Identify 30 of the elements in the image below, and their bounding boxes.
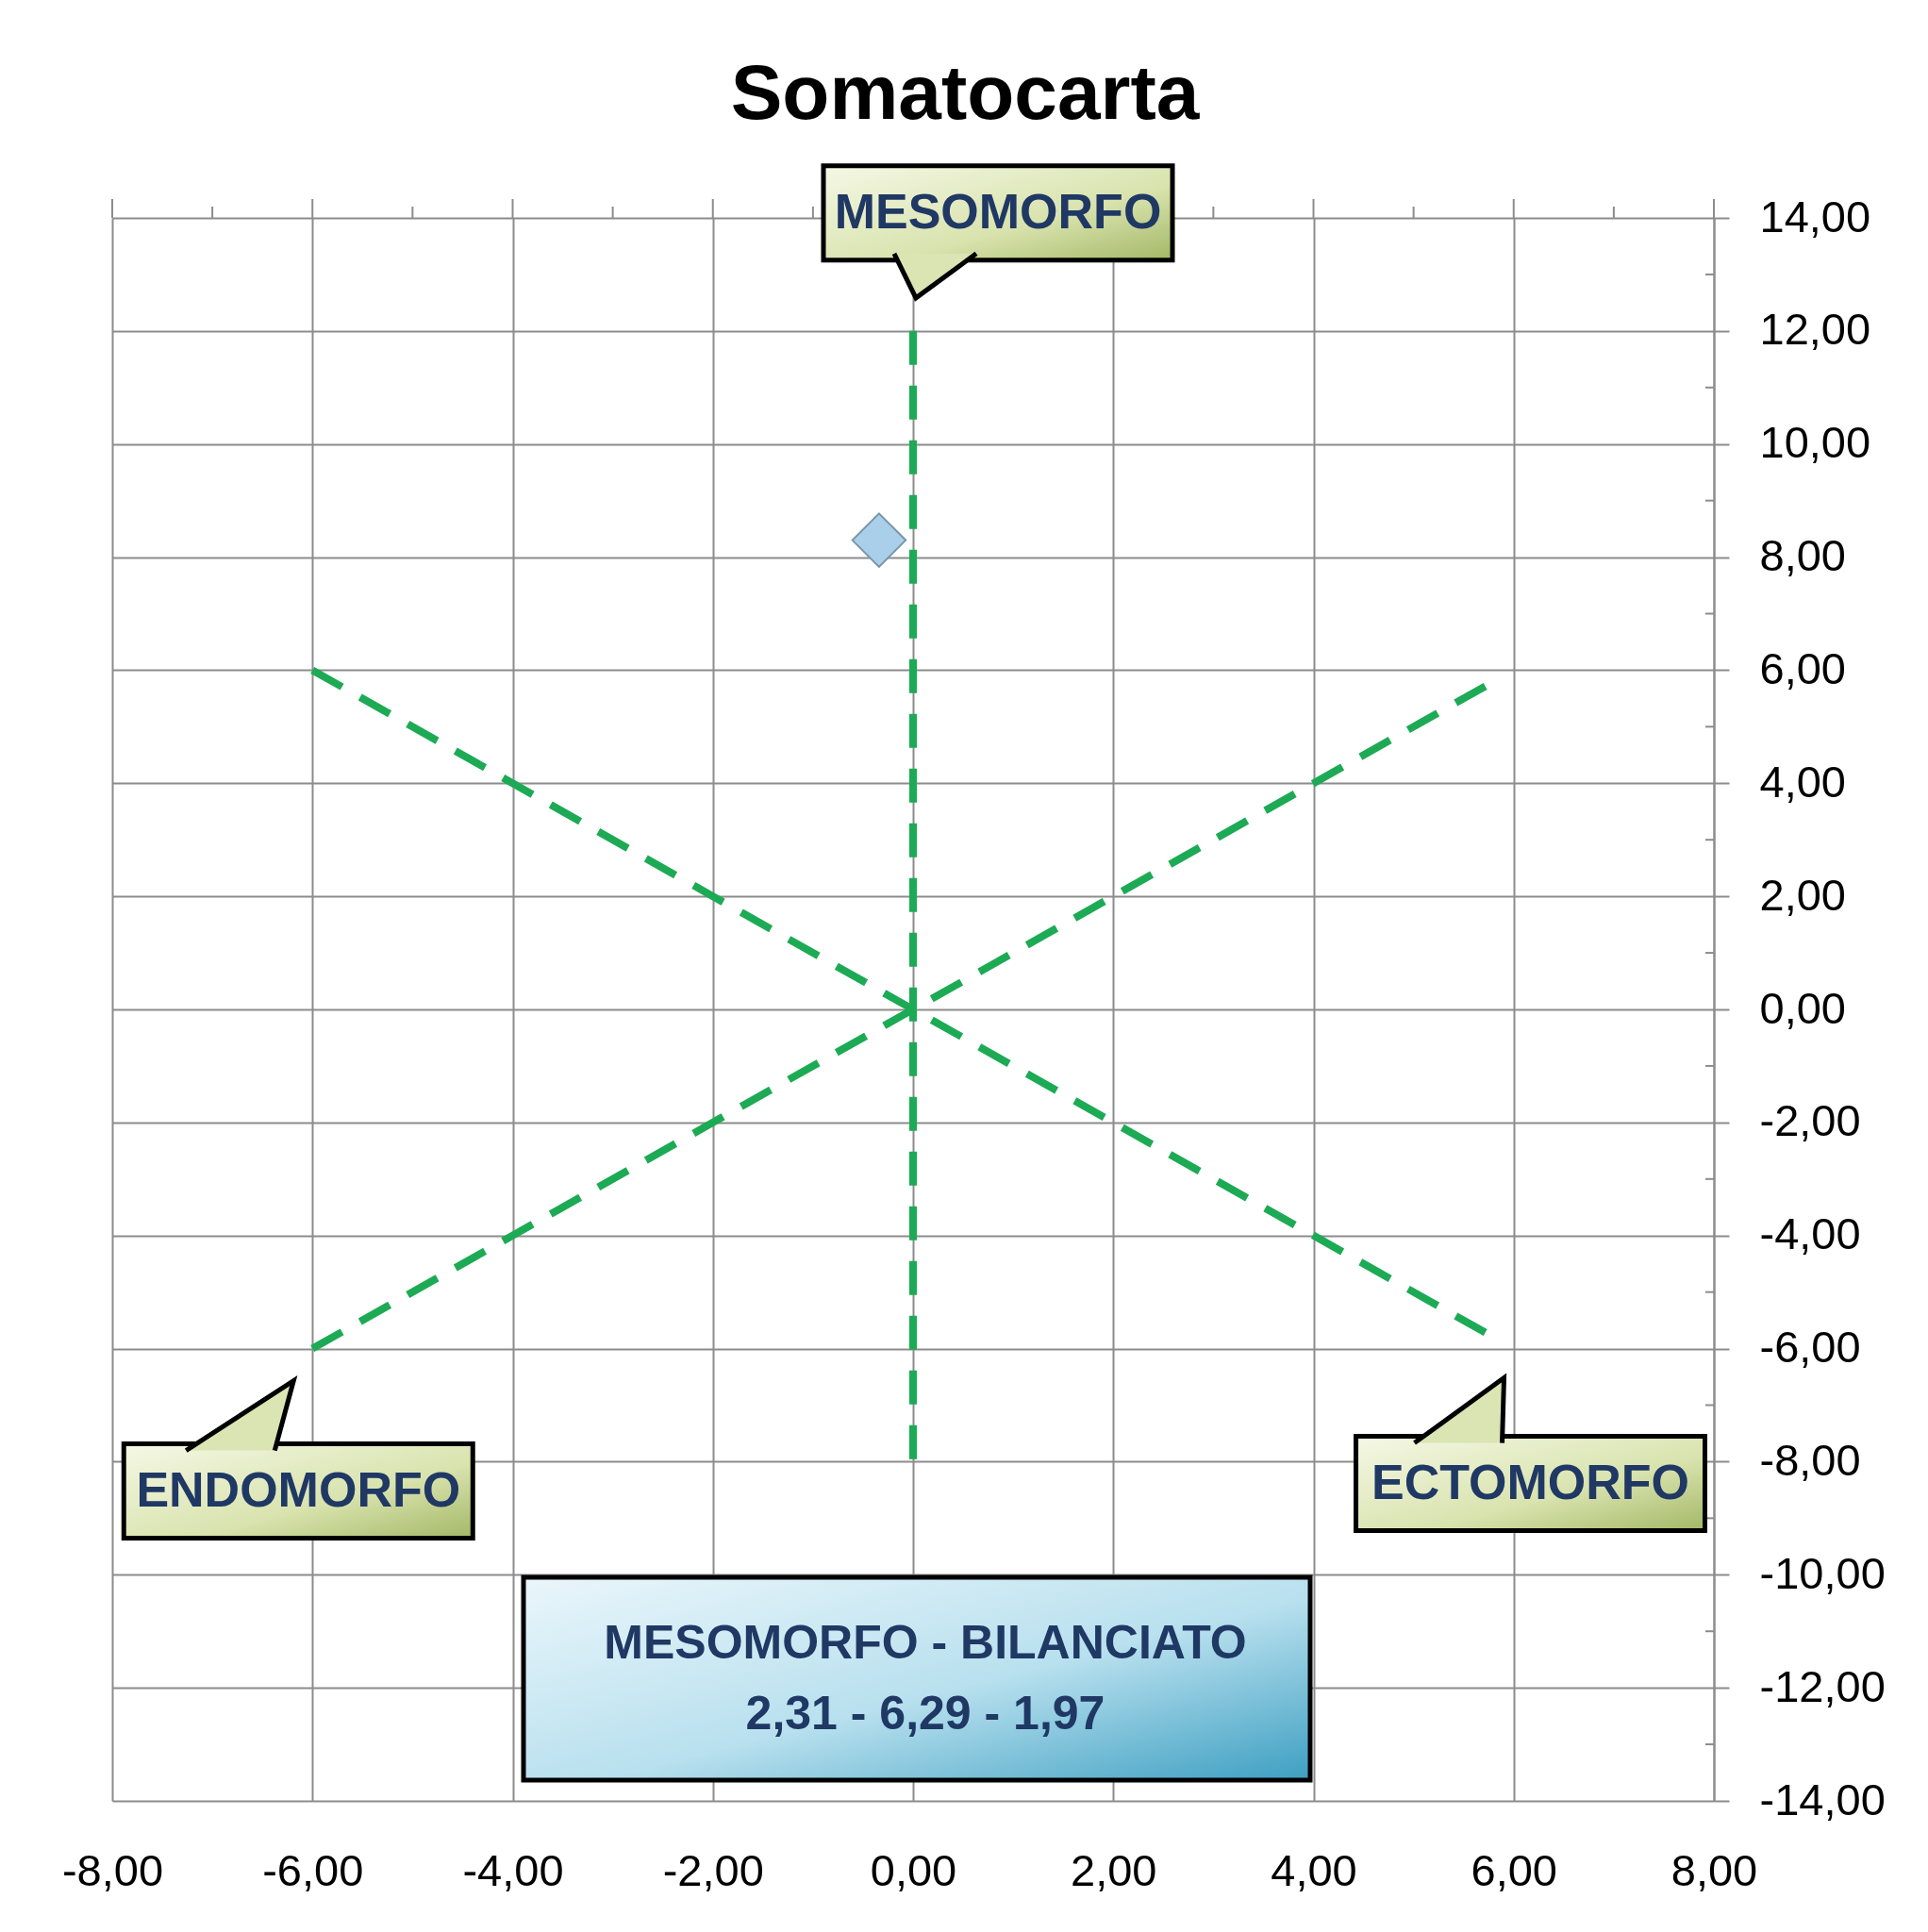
x-tick-label: 6,00 [1471, 1844, 1557, 1895]
x-tick-label: -2,00 [662, 1844, 764, 1895]
x-tick-label: -6,00 [262, 1844, 364, 1895]
annotation: ENDOMORFO [136, 1461, 461, 1517]
x-tick-label: -4,00 [462, 1844, 564, 1895]
y-tick-label: 6,00 [1759, 642, 1846, 693]
y-tick-label: 0,00 [1759, 982, 1846, 1033]
annotation: 2,31 - 6,29 - 1,97 [745, 1687, 1105, 1740]
y-tick-label: -12,00 [1759, 1660, 1886, 1711]
y-tick-label: -6,00 [1759, 1322, 1861, 1373]
annotation: MESOMORFO - BILANCIATO [604, 1616, 1247, 1669]
y-tick-label: 8,00 [1759, 530, 1846, 581]
y-tick-label: -8,00 [1759, 1434, 1861, 1485]
x-tick-label: 2,00 [1071, 1844, 1157, 1895]
y-tick-label: -4,00 [1759, 1208, 1861, 1259]
x-tick-label: 0,00 [870, 1844, 957, 1895]
y-tick-label: -10,00 [1759, 1547, 1886, 1598]
y-tick-label: 10,00 [1759, 417, 1871, 468]
y-tick-label: 2,00 [1759, 869, 1846, 920]
x-tick-label: 4,00 [1271, 1844, 1357, 1895]
x-tick-label: -8,00 [61, 1844, 164, 1895]
chart-title: Somatocarta [730, 49, 1201, 136]
y-tick-label: 4,00 [1759, 756, 1846, 807]
annotation: ECTOMORFO [1371, 1454, 1690, 1509]
y-tick-label: -14,00 [1759, 1774, 1886, 1824]
y-tick-label: 14,00 [1759, 191, 1871, 242]
annotation: MESOMORFO [834, 183, 1162, 239]
x-tick-label: 8,00 [1670, 1844, 1758, 1895]
y-tick-label: -2,00 [1759, 1095, 1861, 1146]
y-tick-label: 12,00 [1759, 304, 1871, 355]
